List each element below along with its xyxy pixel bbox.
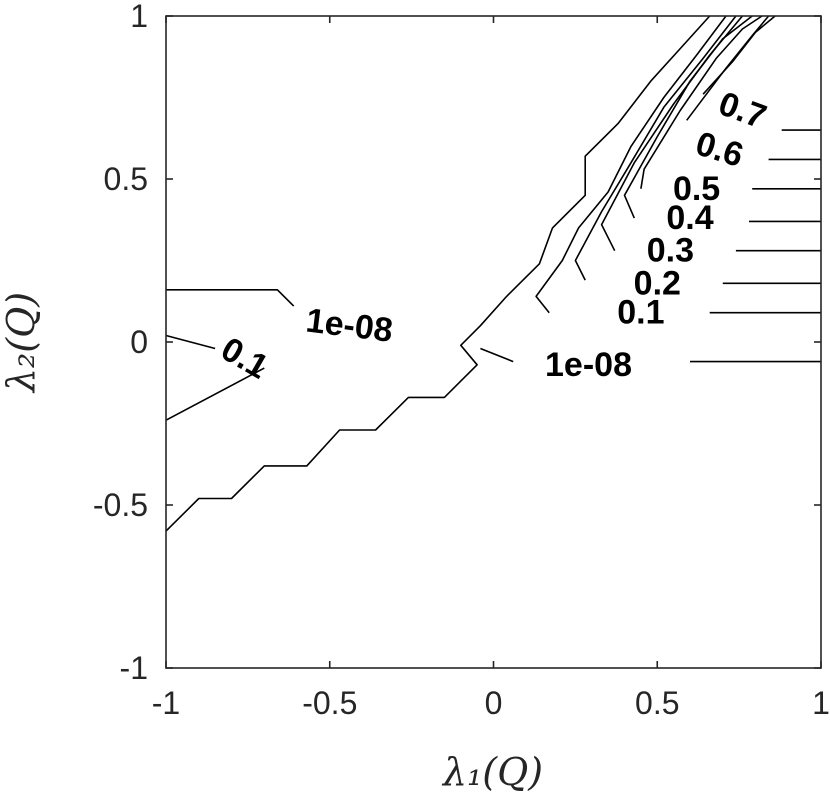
- contour-line-4: [165, 334, 216, 350]
- contour-label-6: 0.4: [666, 199, 713, 237]
- contour-line-8: [574, 15, 737, 281]
- plot-background: [166, 16, 821, 668]
- contour-label-5: 0.3: [647, 232, 694, 270]
- contour-line-2: [166, 288, 295, 307]
- contour-line-16: [686, 15, 770, 121]
- contour-line-5: [165, 367, 265, 421]
- x-tick-label-0: -1: [152, 685, 180, 721]
- y-tick-label-1: 0.5: [104, 161, 148, 197]
- contour-label-3: 0.1: [617, 294, 664, 332]
- y-tick-label-0: 1: [130, 0, 148, 34]
- x-tick-label-2: 0: [485, 685, 503, 721]
- x-axis-label: λ₁(Q): [441, 750, 543, 794]
- x-tick-label-3: 0.5: [635, 685, 679, 721]
- x-tick-label-1: -0.5: [302, 685, 357, 721]
- y-tick-label-3: -0.5: [93, 487, 148, 523]
- contour-line-18: [702, 15, 776, 95]
- contour-line-14: [640, 15, 763, 189]
- x-tick-label-4: 1: [812, 685, 830, 721]
- y-axis-label: λ₂(Q): [0, 292, 43, 394]
- contour-line-6: [535, 15, 727, 314]
- contour-line-0: [165, 15, 711, 532]
- y-tick-labels: 1 0.5 0 -0.5 -1: [93, 0, 148, 686]
- contour-label-1: 1e-08: [545, 346, 632, 384]
- y-tick-label-2: 0: [130, 324, 148, 360]
- axis-ticks: [165, 15, 822, 669]
- y-tick-label-4: -1: [120, 650, 148, 686]
- x-tick-labels: -1 -0.5 0 0.5 1: [152, 685, 830, 721]
- contour-label-4: 0.2: [634, 264, 681, 302]
- contour-label-7: 0.5: [673, 170, 720, 208]
- contour-line-1: [480, 347, 514, 363]
- contour-line-12: [623, 15, 753, 219]
- contour-lines: [165, 15, 821, 532]
